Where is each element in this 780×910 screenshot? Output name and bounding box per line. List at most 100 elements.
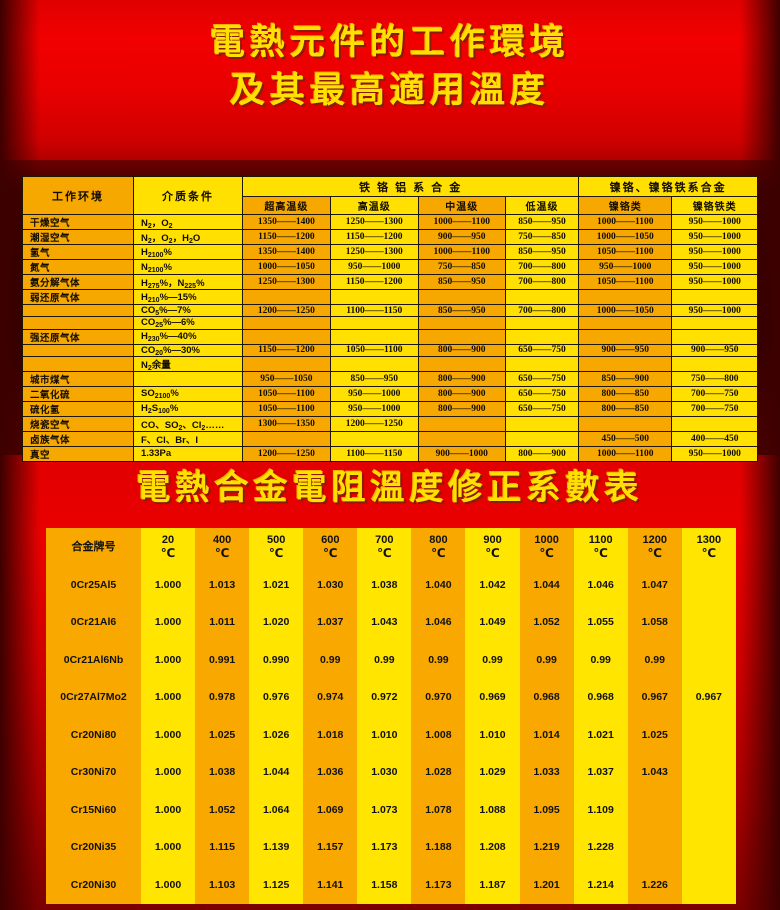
cell-temperature-range: 1000——1100 xyxy=(578,445,673,462)
cell-temperature-range: 800——900 xyxy=(504,445,580,462)
cell-temperature-range: 750——850 xyxy=(504,229,580,245)
cell-correction-factor: 1.021 xyxy=(249,566,304,604)
cell-correction-factor: 0.967 xyxy=(681,678,736,716)
cell-correction-factor: 1.042 xyxy=(465,566,520,604)
cell-temperature-range: 850——950 xyxy=(417,274,506,290)
cell-temperature-range: 1200——1250 xyxy=(242,445,331,462)
cell-temperature-range xyxy=(671,316,758,330)
cell-correction-factor: 1.030 xyxy=(303,566,358,604)
cell-correction-factor: 1.219 xyxy=(519,828,574,866)
cell-correction-factor: 1.115 xyxy=(195,828,250,866)
th-group-nicr: 镍铬、镍铬铁系合金 xyxy=(578,176,758,197)
cell-temperature-range: 950——1000 xyxy=(329,259,419,275)
cell-correction-factor: 1.052 xyxy=(519,603,574,641)
cell-temperature-range: 950——1000 xyxy=(329,400,419,417)
table-row: 干燥空气 N2，O2 1350——1400 1250——1300 1000——1100 8… xyxy=(22,214,758,230)
cell-correction-factor: 1.043 xyxy=(357,603,412,641)
cell-correction-factor: 0.967 xyxy=(627,678,682,716)
cell-temperature-range xyxy=(417,289,506,305)
cell-medium: H275%，N225% xyxy=(133,274,243,290)
cell-temperature-range: 700——800 xyxy=(504,303,580,318)
th-temperature-20: 20 ℃ xyxy=(141,528,196,566)
cell-medium: CO20%—30% xyxy=(133,343,243,357)
cell-correction-factor: 1.078 xyxy=(411,791,466,829)
table-row: N2余量 xyxy=(22,355,758,372)
cell-temperature-range: 800——900 xyxy=(417,370,506,387)
cell-temperature-range: 1100——1150 xyxy=(329,445,419,462)
th-group-fecral: 铁 铬 铝 系 合 金 xyxy=(241,176,580,197)
cell-correction-factor: 0.976 xyxy=(249,678,304,716)
cell-temperature-range: 1000——1100 xyxy=(578,214,673,230)
cell-temperature-range: 750——800 xyxy=(671,370,758,387)
table-row: Cr15Ni60 1.000 1.052 1.064 1.069 1.073 1.078 1.… xyxy=(46,791,736,829)
cell-correction-factor: 1.049 xyxy=(465,603,520,641)
cell-temperature-range: 1250——1300 xyxy=(242,274,331,290)
th-temperature-1100: 1100 ℃ xyxy=(573,528,628,566)
th-sub-5: 镍铬类 xyxy=(578,196,673,215)
cell-correction-factor: 1.018 xyxy=(303,716,358,754)
cell-temperature-range xyxy=(504,430,580,447)
cell-correction-factor: 1.043 xyxy=(627,753,682,791)
cell-correction-factor xyxy=(681,791,736,829)
table-row: 氨分解气体 H275%，N225% 1250——1300 1150——1200 850—… xyxy=(22,274,758,290)
cell-temperature-range xyxy=(417,328,506,345)
table-row: 强还原气体 H230%—40% xyxy=(22,328,758,345)
cell-correction-factor: 1.000 xyxy=(141,866,196,904)
th-sub-1: 超高温级 xyxy=(242,196,331,215)
cell-correction-factor: 1.044 xyxy=(519,566,574,604)
cell-correction-factor: 0.969 xyxy=(465,678,520,716)
cell-temperature-range xyxy=(242,328,331,345)
cell-correction-factor: 0.978 xyxy=(195,678,250,716)
cell-alloy-grade: Cr20Ni35 xyxy=(46,828,141,866)
cell-medium: N2余量 xyxy=(133,355,243,372)
cell-alloy-grade: Cr20Ni80 xyxy=(46,716,141,754)
cell-correction-factor xyxy=(681,828,736,866)
th-medium-condition: 介质条件 xyxy=(133,176,243,215)
cell-correction-factor: 1.013 xyxy=(195,566,250,604)
cell-correction-factor: 1.040 xyxy=(411,566,466,604)
cell-correction-factor: 1.058 xyxy=(627,603,682,641)
cell-temperature-range: 700——800 xyxy=(504,259,580,275)
cell-correction-factor: 1.188 xyxy=(411,828,466,866)
cell-temperature-range xyxy=(417,415,506,432)
cell-correction-factor: 1.069 xyxy=(303,791,358,829)
cell-temperature-range: 1150——1200 xyxy=(242,229,331,245)
cell-correction-factor xyxy=(681,566,736,604)
cell-correction-factor: 1.157 xyxy=(303,828,358,866)
cell-temperature-range: 800——850 xyxy=(578,400,673,417)
cell-temperature-range: 900——1000 xyxy=(417,445,506,462)
cell-correction-factor: 1.103 xyxy=(195,866,250,904)
cell-temperature-range: 950——1000 xyxy=(578,259,673,275)
cell-temperature-range: 950——1000 xyxy=(671,229,758,245)
cell-temperature-range xyxy=(578,289,673,305)
cell-correction-factor: 1.214 xyxy=(573,866,628,904)
resistance-correction-table: 合金牌号 20 ℃ 400 ℃ 500 ℃ 600 ℃ 700 ℃ 800 ℃ 900 ℃ 1000 ℃ 1100… xyxy=(46,528,736,904)
cell-temperature-range: 1050——1100 xyxy=(578,274,673,290)
cell-temperature-range xyxy=(329,355,419,372)
cell-correction-factor: 1.109 xyxy=(573,791,628,829)
cell-temperature-range xyxy=(504,328,580,345)
th-temperature-700: 700 ℃ xyxy=(357,528,412,566)
cell-correction-factor: 0.99 xyxy=(411,641,466,679)
cell-temperature-range: 1200——1250 xyxy=(242,303,331,318)
cell-temperature-range: 850——950 xyxy=(504,214,580,230)
cell-environment xyxy=(22,316,134,330)
cell-temperature-range: 1250——1300 xyxy=(329,244,419,260)
cell-correction-factor: 1.036 xyxy=(303,753,358,791)
cell-temperature-range: 650——750 xyxy=(504,385,580,402)
cell-environment: 硫化氢 xyxy=(22,400,134,417)
table-row: 氮气 N2100% 1000——1050 950——1000 750——850 700——… xyxy=(22,259,758,275)
cell-correction-factor: 1.000 xyxy=(141,828,196,866)
cell-correction-factor: 1.038 xyxy=(357,566,412,604)
cell-environment: 真空 xyxy=(22,445,134,462)
cell-correction-factor: 1.026 xyxy=(249,716,304,754)
cell-temperature-range: 950——1000 xyxy=(671,214,758,230)
cell-temperature-range: 650——750 xyxy=(504,343,580,357)
table-row: 硫化氢 H2S100% 1050——1100 950——1000 800——900 650… xyxy=(22,400,758,417)
cell-correction-factor: 0.968 xyxy=(573,678,628,716)
cell-correction-factor: 1.088 xyxy=(465,791,520,829)
th-alloy-grade: 合金牌号 xyxy=(46,528,141,566)
cell-correction-factor xyxy=(681,866,736,904)
cell-temperature-range xyxy=(417,355,506,372)
cell-correction-factor: 1.201 xyxy=(519,866,574,904)
